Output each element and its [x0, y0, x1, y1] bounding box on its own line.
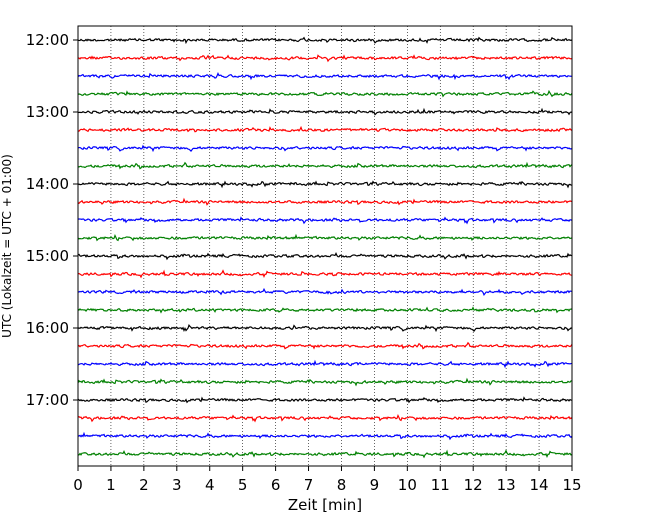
x-tick-label-12: 12 — [464, 476, 483, 494]
trace-13 — [77, 251, 573, 261]
y-tick-label-2: 14:00 — [26, 175, 69, 193]
trace-20 — [77, 377, 573, 387]
x-tick-label-7: 7 — [304, 476, 314, 494]
x-tick-label-15: 15 — [562, 476, 581, 494]
traces — [77, 36, 573, 459]
trace-11 — [77, 216, 573, 225]
y-tick-label-3: 15:00 — [26, 247, 69, 265]
x-tick-label-0: 0 — [73, 476, 83, 494]
x-grid — [110, 26, 540, 466]
trace-15 — [77, 287, 573, 296]
trace-19 — [77, 359, 573, 369]
trace-6 — [77, 125, 573, 133]
trace-12 — [77, 233, 573, 242]
trace-21 — [77, 396, 573, 404]
trace-5 — [77, 107, 573, 116]
trace-18 — [77, 341, 573, 350]
x-tick-label-2: 2 — [139, 476, 149, 494]
x-tick-label-6: 6 — [271, 476, 281, 494]
x-tick-label-14: 14 — [530, 476, 549, 494]
trace-16 — [77, 306, 573, 314]
x-tick-label-4: 4 — [205, 476, 215, 494]
trace-22 — [77, 414, 573, 423]
trace-8 — [77, 161, 573, 170]
x-tick-label-8: 8 — [337, 476, 347, 494]
x-tick-label-3: 3 — [172, 476, 182, 494]
trace-7 — [77, 144, 573, 153]
trace-10 — [77, 197, 573, 206]
trace-3 — [77, 71, 573, 81]
trace-24 — [77, 449, 573, 459]
x-axis-label: Zeit [min] — [288, 496, 362, 514]
trace-17 — [77, 324, 573, 333]
trace-9 — [77, 180, 573, 189]
trace-2 — [77, 54, 573, 63]
trace-14 — [77, 269, 573, 279]
x-tick-label-11: 11 — [431, 476, 450, 494]
x-tick-label-13: 13 — [497, 476, 516, 494]
x-axis-ticks: 0 1 2 3 4 5 6 7 8 9 10 11 12 13 14 15 — [73, 466, 582, 494]
x-tick-label-10: 10 — [398, 476, 417, 494]
y-axis-label: UTC (Lokalzeit = UTC + 01:00) — [0, 154, 14, 338]
x-tick-label-9: 9 — [370, 476, 380, 494]
trace-4 — [77, 89, 573, 98]
trace-23 — [77, 431, 573, 441]
y-tick-label-4: 16:00 — [26, 319, 69, 337]
y-tick-label-0: 12:00 — [26, 31, 69, 49]
trace-1 — [77, 36, 573, 45]
x-tick-label-1: 1 — [106, 476, 116, 494]
y-axis-ticks: 12:00 13:00 14:00 15:00 16:00 17:00 — [26, 31, 78, 409]
y-tick-label-5: 17:00 — [26, 391, 69, 409]
y-tick-label-1: 13:00 — [26, 103, 69, 121]
plot-frame — [77, 25, 573, 467]
x-tick-label-5: 5 — [238, 476, 248, 494]
